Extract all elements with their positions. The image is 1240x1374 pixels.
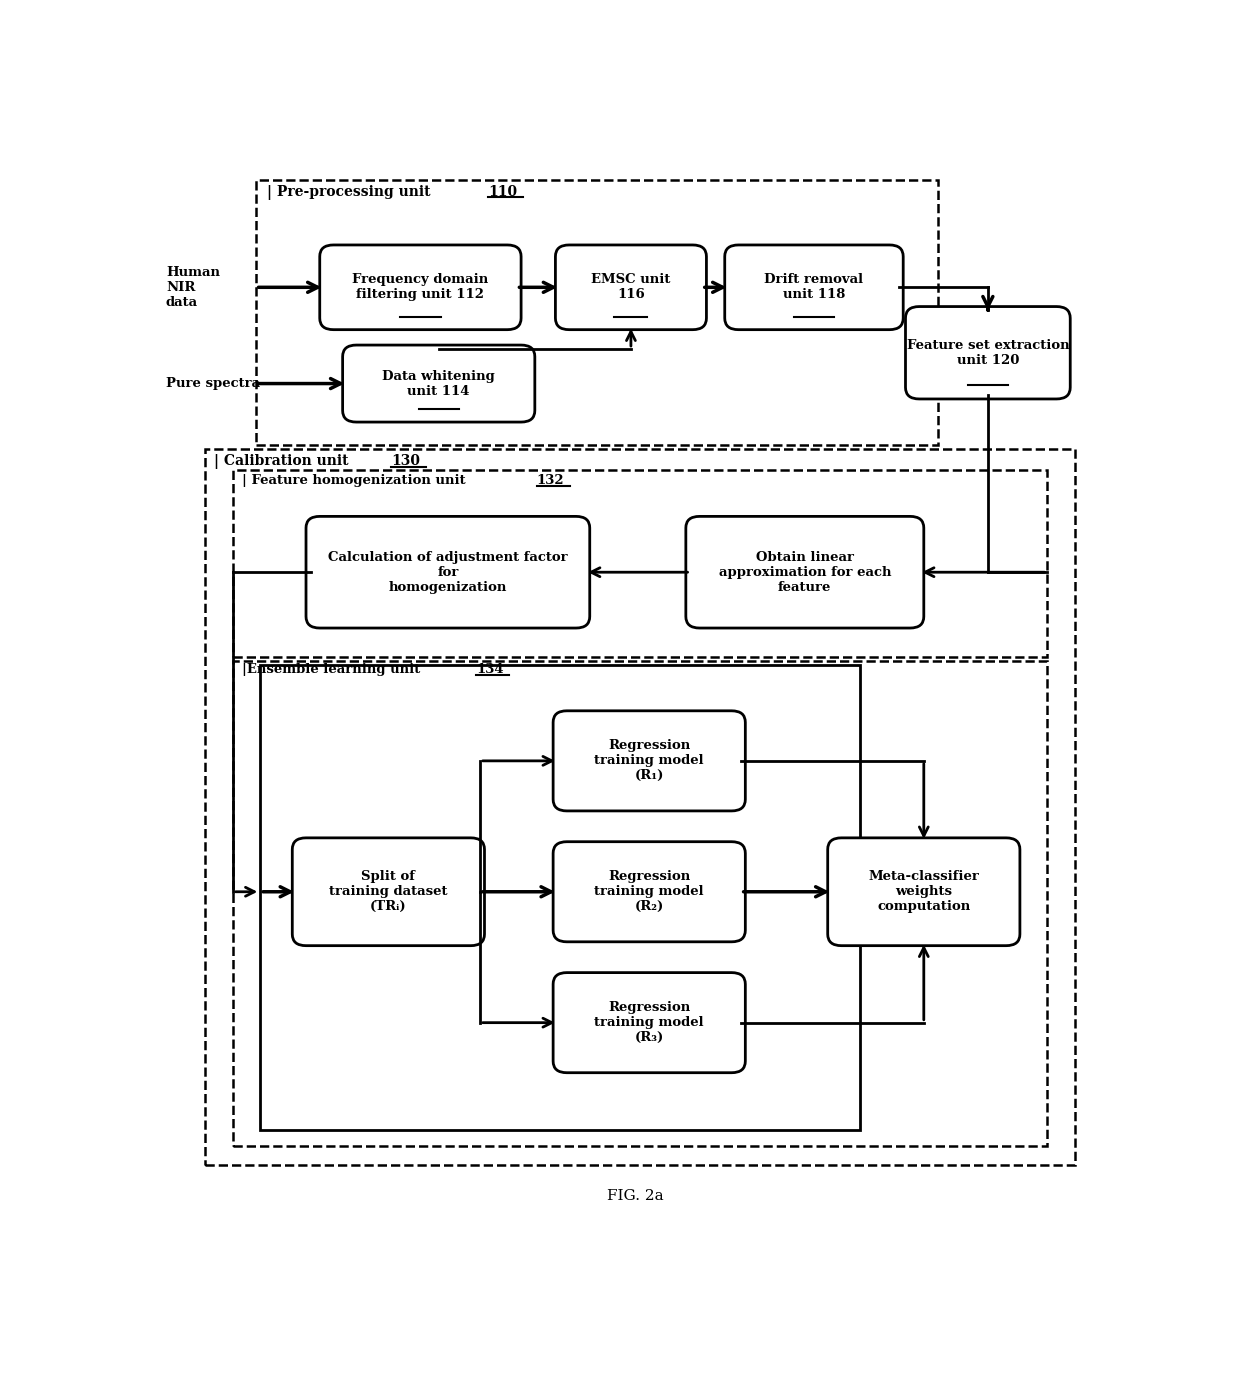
Text: 110: 110 bbox=[489, 185, 517, 199]
Bar bbox=[233, 470, 1048, 657]
Bar bbox=[255, 180, 937, 445]
Text: Pure spectra: Pure spectra bbox=[166, 376, 260, 390]
Text: Regression
training model
(R₁): Regression training model (R₁) bbox=[594, 739, 704, 782]
Text: | Pre-processing unit: | Pre-processing unit bbox=[267, 185, 435, 199]
Text: Human
NIR
data: Human NIR data bbox=[166, 265, 219, 309]
FancyBboxPatch shape bbox=[320, 245, 521, 330]
Text: Feature set extraction
unit 120: Feature set extraction unit 120 bbox=[906, 339, 1069, 367]
Bar bbox=[233, 661, 1048, 1146]
Text: Obtain linear
approximation for each
feature: Obtain linear approximation for each fea… bbox=[718, 551, 892, 594]
Text: Data whitening
unit 114: Data whitening unit 114 bbox=[382, 370, 495, 397]
Bar bbox=[206, 449, 1075, 1165]
Text: Frequency domain
filtering unit 112: Frequency domain filtering unit 112 bbox=[352, 273, 489, 301]
FancyBboxPatch shape bbox=[905, 306, 1070, 398]
Text: Split of
training dataset
(TRᵢ): Split of training dataset (TRᵢ) bbox=[329, 870, 448, 914]
FancyBboxPatch shape bbox=[293, 838, 485, 945]
FancyBboxPatch shape bbox=[553, 710, 745, 811]
Text: | Feature homogenization unit: | Feature homogenization unit bbox=[242, 474, 470, 488]
FancyBboxPatch shape bbox=[556, 245, 707, 330]
Text: | Calibration unit: | Calibration unit bbox=[215, 455, 353, 470]
Text: 134: 134 bbox=[476, 664, 503, 676]
Text: 132: 132 bbox=[537, 474, 564, 488]
Text: Calculation of adjustment factor
for
homogenization: Calculation of adjustment factor for hom… bbox=[329, 551, 568, 594]
FancyBboxPatch shape bbox=[553, 842, 745, 941]
Text: |Ensemble learning unit: |Ensemble learning unit bbox=[242, 664, 425, 676]
Text: 130: 130 bbox=[391, 455, 420, 469]
FancyBboxPatch shape bbox=[342, 345, 534, 422]
Text: FIG. 2a: FIG. 2a bbox=[608, 1189, 663, 1202]
Text: Drift removal
unit 118: Drift removal unit 118 bbox=[764, 273, 863, 301]
Text: EMSC unit
116: EMSC unit 116 bbox=[591, 273, 671, 301]
Bar bbox=[260, 665, 859, 1131]
FancyBboxPatch shape bbox=[724, 245, 903, 330]
Text: Regression
training model
(R₂): Regression training model (R₂) bbox=[594, 870, 704, 914]
FancyBboxPatch shape bbox=[306, 517, 590, 628]
FancyBboxPatch shape bbox=[553, 973, 745, 1073]
FancyBboxPatch shape bbox=[828, 838, 1021, 945]
Text: Meta-classifier
weights
computation: Meta-classifier weights computation bbox=[868, 870, 980, 914]
Text: Regression
training model
(R₃): Regression training model (R₃) bbox=[594, 1002, 704, 1044]
FancyBboxPatch shape bbox=[686, 517, 924, 628]
